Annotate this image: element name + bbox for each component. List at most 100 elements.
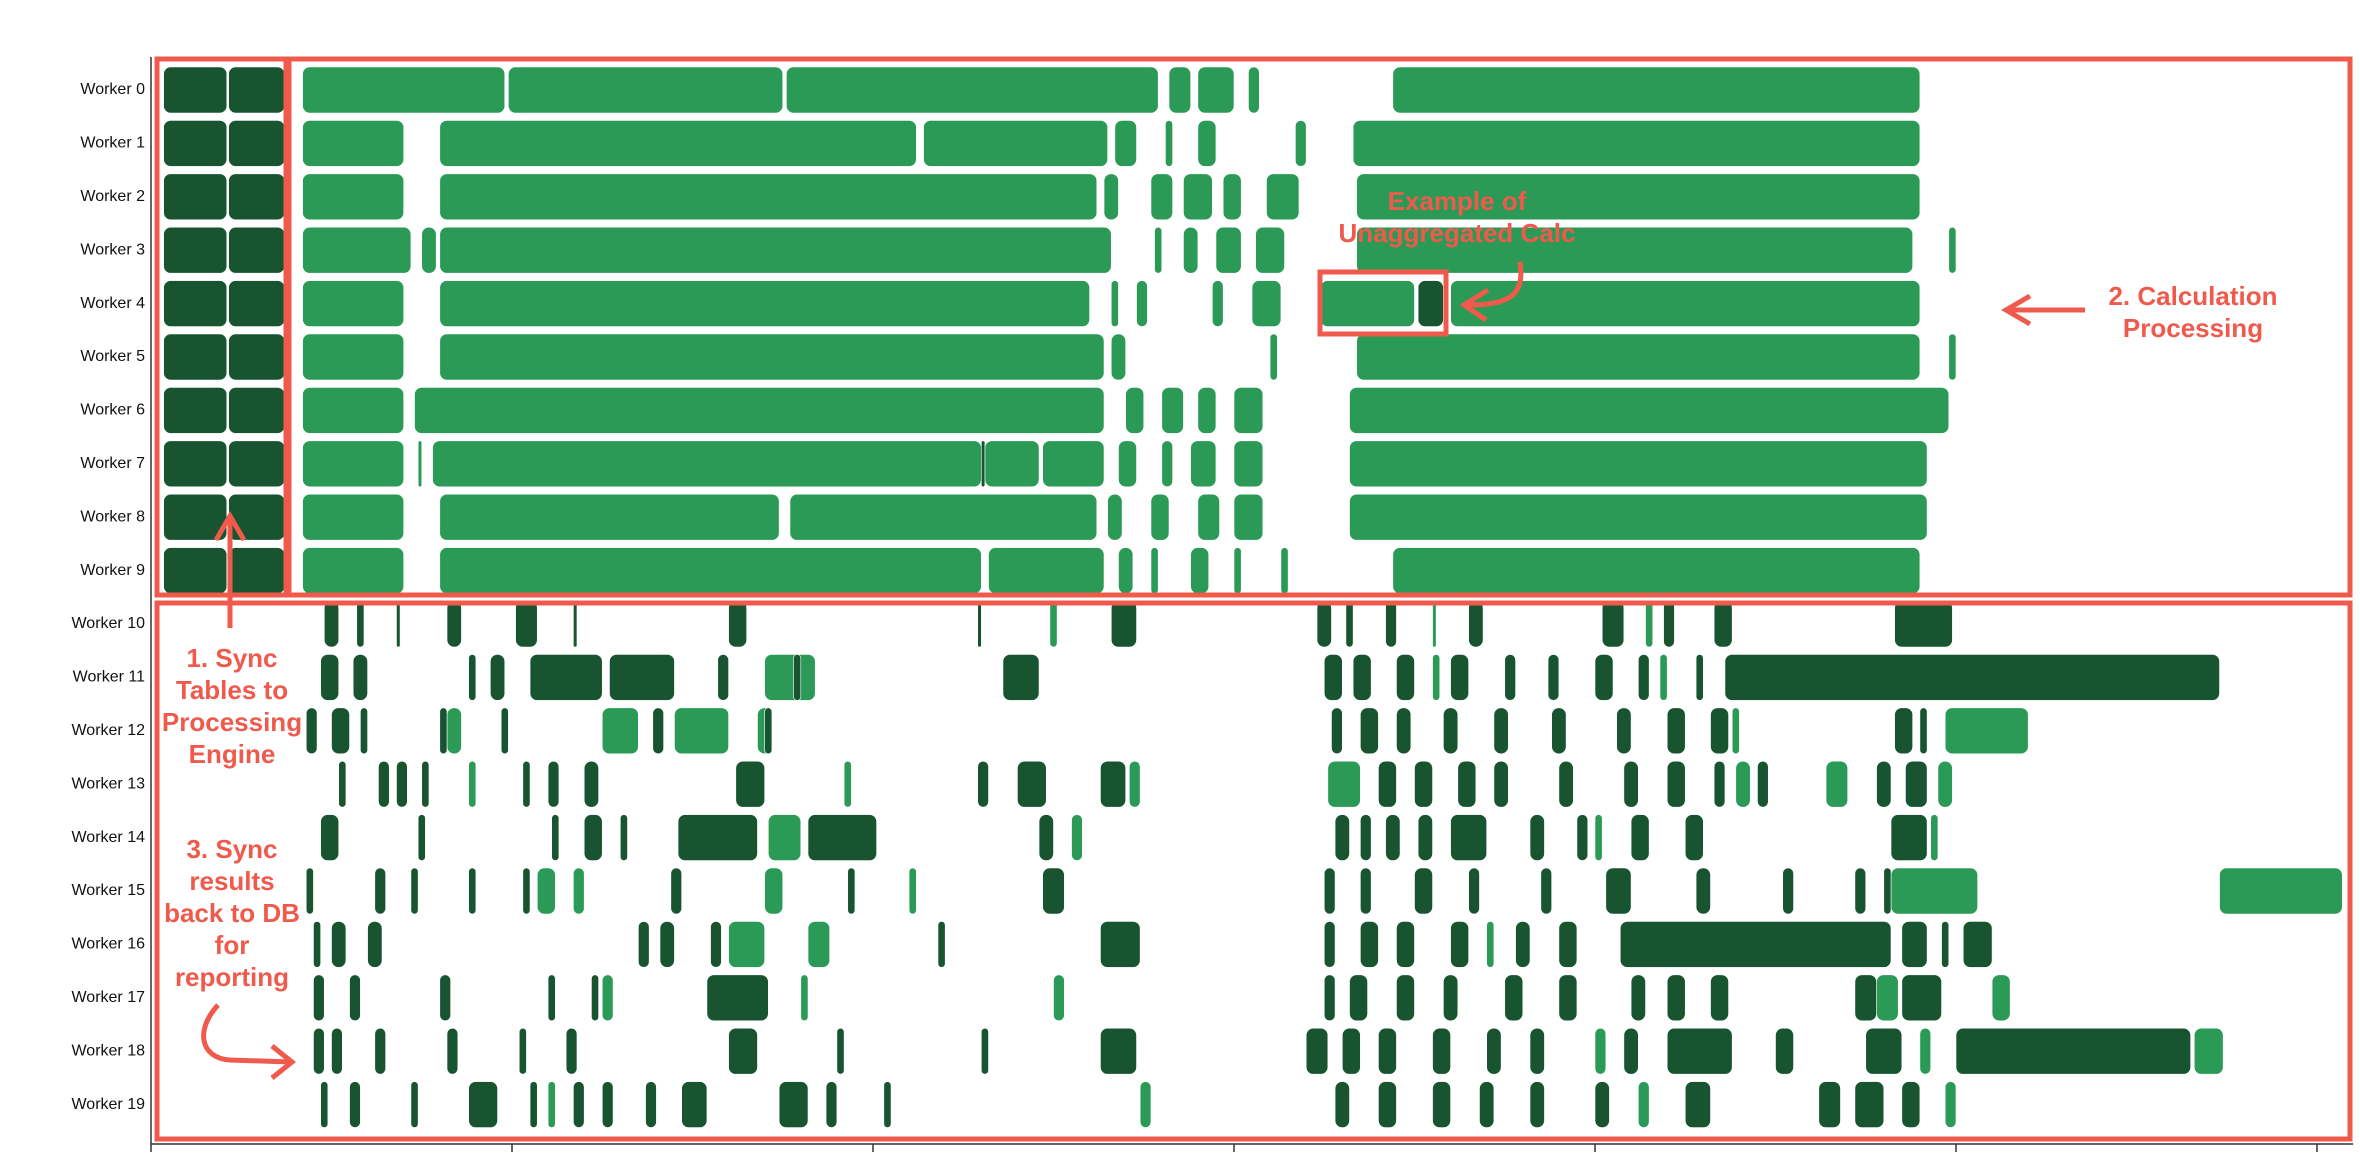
segment <box>374 867 386 915</box>
segment <box>1233 440 1264 488</box>
segment <box>228 547 285 594</box>
segment <box>500 707 509 755</box>
annotation: results <box>189 866 274 896</box>
annotation: back to DB <box>164 898 300 928</box>
segment <box>1323 867 1336 915</box>
worker-label: Worker 13 <box>71 775 145 792</box>
segment <box>1616 707 1632 755</box>
segment <box>728 600 747 648</box>
segment <box>547 1081 556 1128</box>
segment <box>836 1027 845 1075</box>
segment <box>1360 707 1379 755</box>
segment <box>573 867 585 915</box>
segment <box>1991 974 2011 1022</box>
segment <box>1576 814 1589 861</box>
segment <box>728 1027 758 1075</box>
segment <box>1757 760 1769 808</box>
segment <box>1352 120 1921 167</box>
worker-label: Worker 15 <box>71 882 145 899</box>
segment <box>1352 654 1372 701</box>
segment <box>331 921 347 968</box>
segment <box>1948 226 1957 274</box>
segment <box>515 600 538 648</box>
worker-label: Worker 9 <box>80 562 145 579</box>
segment <box>908 867 917 915</box>
segment <box>573 600 578 648</box>
segment <box>1042 440 1105 488</box>
segment <box>410 867 419 915</box>
segment <box>1551 707 1567 755</box>
segment <box>529 1081 538 1128</box>
worker-label: Worker 2 <box>80 188 145 205</box>
annotation: 3. Sync <box>186 834 277 864</box>
segment <box>468 654 477 701</box>
segment <box>1605 867 1632 915</box>
segment <box>446 707 462 755</box>
segment <box>786 66 1159 114</box>
segment <box>619 814 628 861</box>
segment <box>446 600 462 648</box>
segment <box>302 440 404 488</box>
results-box <box>154 600 2353 1142</box>
segment <box>468 867 477 915</box>
segment <box>305 867 314 915</box>
sync-box <box>154 56 292 598</box>
arrow <box>1459 261 1524 323</box>
segment <box>518 1027 527 1075</box>
segment <box>1944 707 2029 755</box>
segment <box>1183 226 1199 274</box>
segment <box>1197 66 1235 114</box>
segment <box>508 66 784 114</box>
segment <box>338 760 347 808</box>
segment <box>1222 173 1242 221</box>
segment <box>490 654 506 701</box>
segment <box>681 1081 708 1128</box>
segment <box>1414 867 1433 915</box>
segment <box>1320 280 1415 327</box>
segment <box>302 120 404 167</box>
segment <box>1305 1027 1329 1075</box>
segment <box>439 493 780 541</box>
segment <box>1529 1027 1545 1075</box>
segment <box>1114 120 1137 167</box>
segment <box>573 1081 585 1128</box>
segment <box>1248 66 1260 114</box>
segment <box>228 333 285 381</box>
segment <box>228 280 285 327</box>
segment <box>302 66 506 114</box>
segment <box>1125 387 1145 434</box>
segment <box>609 654 675 701</box>
segment <box>1724 654 2220 701</box>
segment <box>1110 600 1137 648</box>
segment <box>1356 333 1921 381</box>
segment <box>439 974 451 1022</box>
segment <box>1042 867 1065 915</box>
worker-label: Worker 6 <box>80 402 145 419</box>
segment <box>1349 974 1368 1022</box>
segment <box>228 493 285 541</box>
segment <box>645 1081 657 1128</box>
segment <box>1110 333 1127 381</box>
worker-label: Worker 19 <box>71 1096 145 1113</box>
segment <box>1666 707 1686 755</box>
segment <box>1334 1081 1350 1128</box>
segment <box>349 974 361 1022</box>
segment <box>547 760 560 808</box>
segment <box>228 387 285 434</box>
segment <box>320 814 340 861</box>
segment <box>1233 387 1264 434</box>
annotations <box>154 56 2353 1142</box>
segment <box>1100 760 1127 808</box>
segment <box>977 760 989 808</box>
segment <box>1695 867 1711 915</box>
segment <box>1630 814 1650 861</box>
segment <box>228 440 285 488</box>
segment <box>1948 333 1957 381</box>
worker-label: Worker 17 <box>71 989 145 1006</box>
segment <box>1619 921 1892 968</box>
segment <box>1071 814 1083 861</box>
segment <box>367 921 383 968</box>
segment <box>778 1081 809 1128</box>
